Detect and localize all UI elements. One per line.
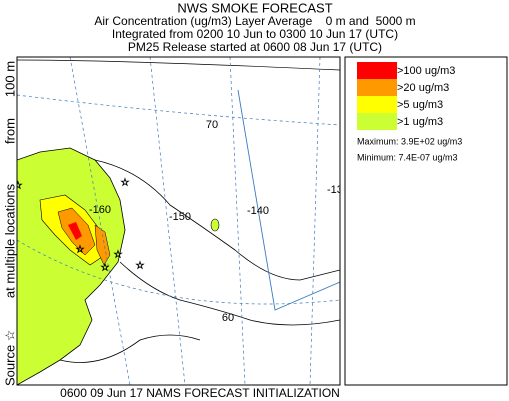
svg-text:☆: ☆ [121, 178, 130, 189]
legend-label: >100 ug/m3 [397, 65, 455, 77]
legend-frame [344, 56, 508, 386]
map-frame [16, 56, 341, 386]
smoke-area [68, 222, 82, 240]
coastline [119, 261, 340, 326]
grid-label: 70 [206, 119, 218, 131]
border [237, 89, 340, 311]
side-label-part: from [2, 118, 17, 144]
subtitle: Integrated from 0200 10 Jun to 0300 10 J… [112, 27, 398, 41]
subtitle: Air Concentration (ug/m3) Layer Average … [94, 14, 415, 28]
svg-text:☆: ☆ [76, 245, 85, 256]
graticule [17, 57, 340, 385]
legend-swatch [357, 79, 397, 96]
coastline [59, 334, 201, 363]
map: 70 -160 -150 -140 -130 60 ☆ ☆ ☆ ☆ ☆ ☆ [14, 57, 349, 385]
legend-min: Minimum: 7.4E-07 ug/m3 [357, 152, 458, 162]
svg-text:☆: ☆ [114, 250, 123, 261]
coastline [94, 159, 340, 281]
side-label: Source ☆ at multiple locations from 100 … [2, 61, 17, 386]
svg-text:☆: ☆ [136, 261, 145, 272]
subtitle: PM25 Release started at 0600 08 Jun 17 (… [128, 40, 382, 54]
coastline [17, 59, 340, 71]
svg-text:☆: ☆ [14, 181, 23, 192]
smoke-area [210, 218, 220, 232]
legend-swatch [357, 113, 397, 130]
source-markers: ☆ ☆ ☆ ☆ ☆ ☆ [14, 177, 145, 274]
grid-labels: 70 -160 -150 -140 -130 60 [89, 119, 349, 324]
title: NWS SMOKE FORECAST [177, 0, 332, 15]
grid-label: 60 [222, 312, 234, 324]
grid-label: -160 [89, 204, 111, 216]
legend-label: >20 ug/m3 [397, 82, 449, 94]
legend-label: >1 ug/m3 [397, 116, 443, 128]
grid-label: -150 [169, 211, 191, 223]
side-label-part: Source ☆ [2, 330, 17, 386]
legend-swatch [357, 62, 397, 79]
legend-label: >5 ug/m3 [397, 99, 443, 111]
legend-swatch [357, 96, 397, 113]
side-label-part: 100 m [2, 61, 17, 97]
side-label-part: at multiple locations [2, 183, 17, 298]
grid-label: -140 [247, 205, 269, 217]
svg-text:☆: ☆ [101, 263, 110, 274]
grid-label: -130 [327, 184, 349, 196]
footer: 0600 09 Jun 17 NAMS FORECAST INITIALIZAT… [60, 386, 340, 400]
legend-max: Maximum: 3.9E+02 ug/m3 [357, 136, 462, 146]
legend: >100 ug/m3 >20 ug/m3 >5 ug/m3 >1 ug/m3 [357, 62, 455, 130]
